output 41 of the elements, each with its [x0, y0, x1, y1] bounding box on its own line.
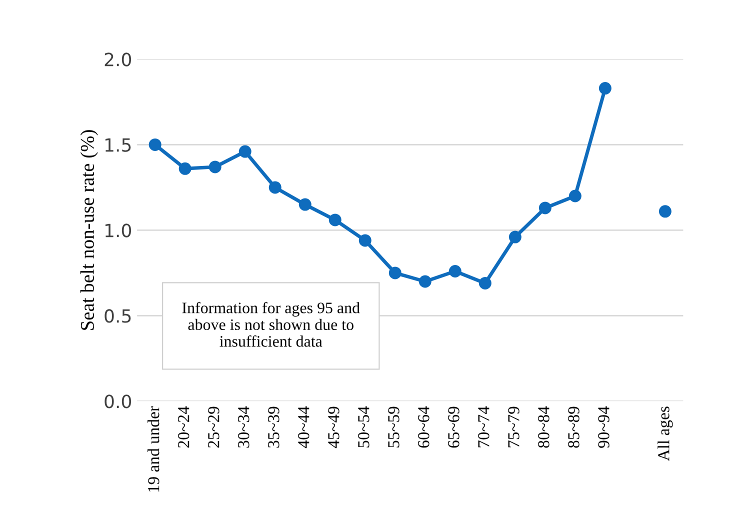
x-tick-label: 70~74 — [478, 406, 490, 448]
x-tick-label: 90~94 — [598, 406, 610, 448]
point — [358, 234, 372, 247]
point — [418, 275, 432, 288]
x-tick-label: 45~49 — [328, 406, 340, 448]
point — [148, 138, 162, 151]
y-tick-label: 0.0 — [104, 394, 132, 408]
x-tick-label: 20~24 — [178, 406, 190, 448]
y-tick-label: 0.5 — [104, 309, 131, 323]
y-tick-label: 2.0 — [104, 52, 132, 66]
point — [268, 181, 282, 194]
x-tick-label: 50~54 — [358, 406, 370, 448]
point — [508, 230, 522, 244]
x-tick-label: 75~79 — [508, 406, 520, 448]
x-tick-label: 35~39 — [268, 406, 280, 448]
point — [178, 162, 192, 175]
point — [328, 214, 342, 226]
point — [598, 82, 612, 95]
y-tick-label: 1.0 — [105, 224, 132, 238]
point — [298, 198, 312, 211]
x-tick-label: 85~89 — [568, 406, 580, 448]
point — [658, 205, 672, 218]
point — [538, 202, 552, 214]
point — [238, 145, 252, 158]
y-tick-label: 1.5 — [105, 138, 131, 152]
x-tick-label: 55~59 — [388, 406, 400, 448]
x-tick-label: 80~84 — [538, 406, 550, 448]
x-tick-label: 40~44 — [298, 406, 310, 448]
point — [448, 264, 462, 278]
x-tick-label: 60~64 — [418, 406, 430, 448]
point — [568, 190, 582, 202]
x-tick-label: 65~69 — [448, 406, 460, 448]
point — [478, 276, 492, 290]
point — [208, 160, 222, 174]
annotation: Information for ages 95 and above is not shown due to insufficient data — [182, 302, 360, 347]
x-tick-label: 25~29 — [208, 406, 220, 448]
point — [388, 266, 402, 280]
x-tick-label: All ages — [658, 406, 673, 461]
y-axis-title: Seat belt non-use rate (%) — [80, 130, 98, 330]
x-tick-label: 19 and under — [148, 406, 160, 492]
x-tick-label: 30~34 — [238, 406, 250, 448]
